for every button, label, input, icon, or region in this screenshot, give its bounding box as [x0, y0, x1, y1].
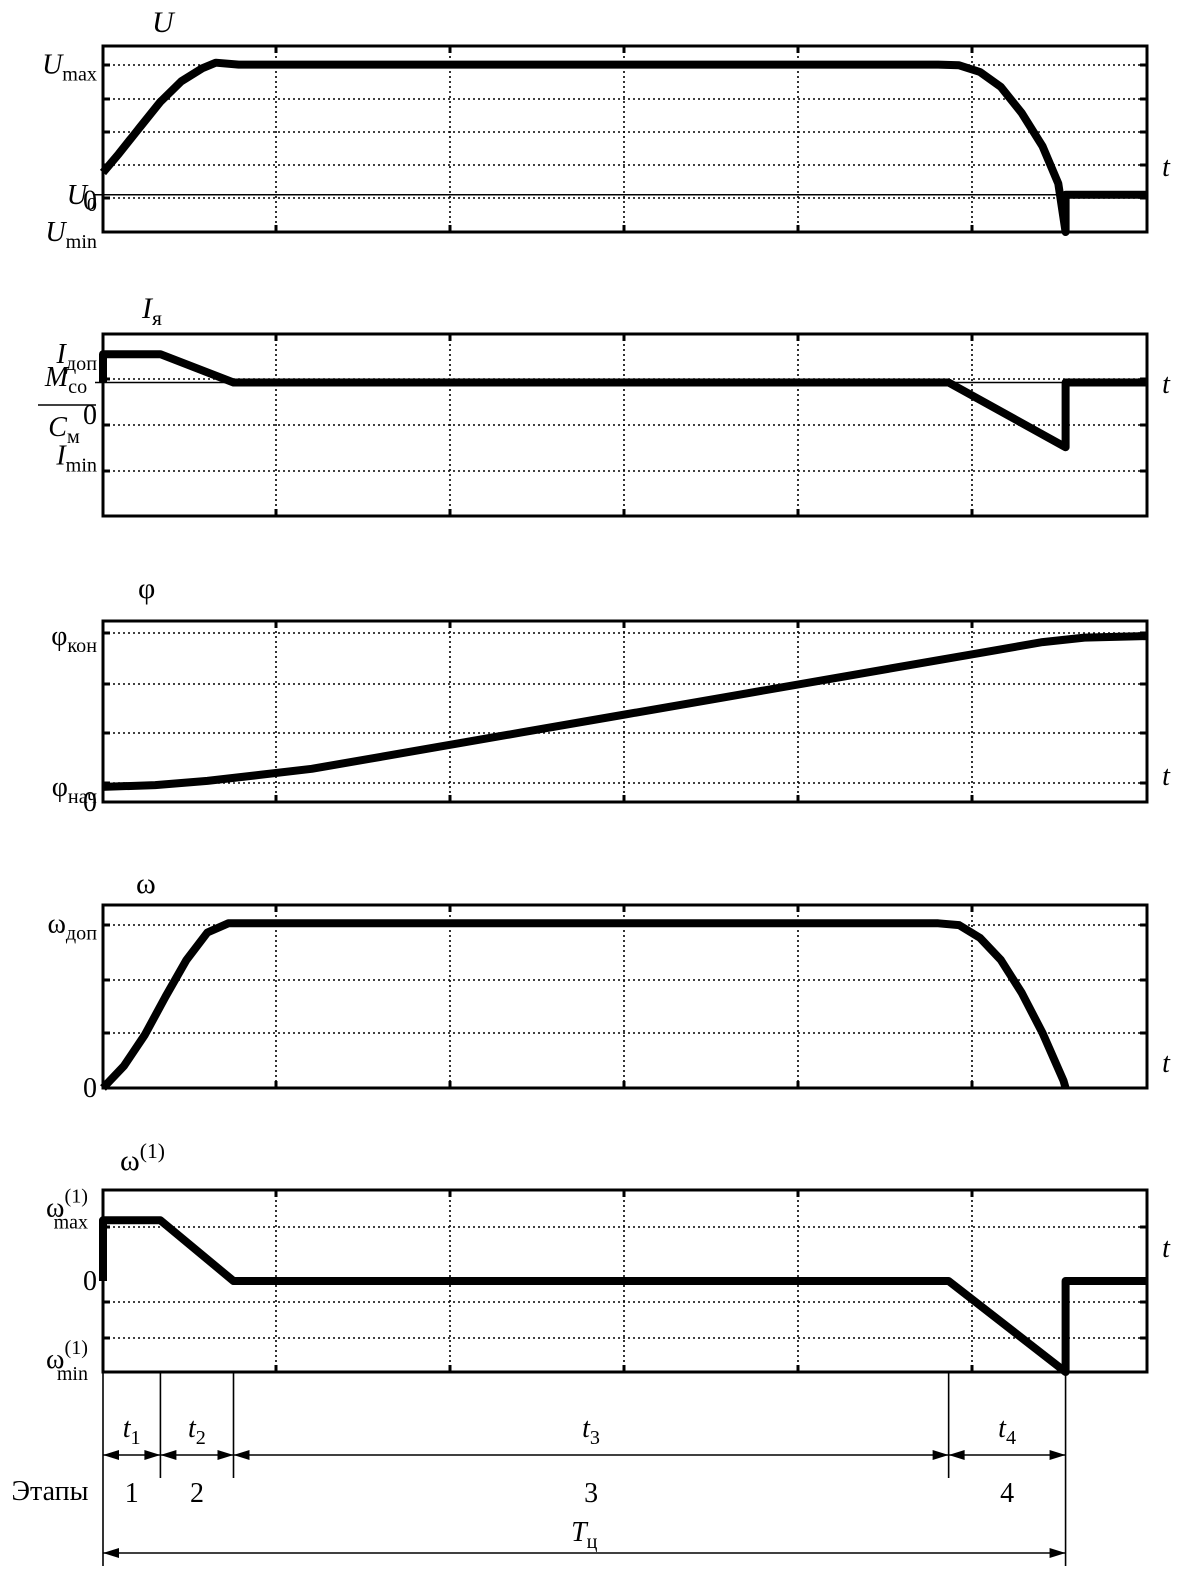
- stage-interval-3: t3 3: [233, 1413, 949, 1509]
- arrow-head: [103, 1450, 119, 1460]
- arrow-head: [144, 1450, 161, 1460]
- panel-title: ω(1): [120, 1139, 165, 1177]
- plot-frame: [101, 619, 1149, 804]
- panel-acceleration: ω(1) t ω(1) max 0 ω(1) min: [46, 1139, 1171, 1385]
- panel-current: Iя t Iдоп 0 Imin Mсо Cм: [38, 292, 1171, 518]
- stage-number: 4: [1000, 1478, 1014, 1509]
- series-curve-angle: [102, 632, 1148, 791]
- x-axis-label: t: [1162, 369, 1171, 400]
- y-fraction-denominator: Cм: [48, 412, 80, 448]
- stage-number: 2: [190, 1478, 204, 1509]
- y-axis-label: φнач: [52, 772, 97, 808]
- y-axis-label: Umin: [45, 217, 97, 253]
- y-axis-label: Iдоп: [56, 339, 98, 375]
- interval-duration-label: t1: [123, 1413, 141, 1449]
- interval-duration-label: t4: [998, 1413, 1016, 1449]
- stages-layer: t1 1 t2 2 t3 3 t4 4 Tц Этапы: [12, 1372, 1067, 1566]
- arrow-head: [1049, 1450, 1066, 1460]
- stage-interval-2: t2 2: [160, 1413, 234, 1509]
- arrow-head: [1049, 1548, 1066, 1558]
- panel-speed: ω t ωдоп 0: [47, 867, 1171, 1104]
- plot-frame: [101, 44, 1149, 234]
- series-curve-current: [99, 350, 1147, 452]
- arrow-head: [948, 1450, 965, 1460]
- plot-frame: [101, 903, 1149, 1090]
- series-curve-speed: [100, 919, 1070, 1091]
- x-axis-label: t: [1162, 761, 1171, 792]
- y-axis-label: U0: [67, 180, 97, 216]
- x-axis-label: t: [1162, 1233, 1171, 1264]
- stage-interval-1: t1 1: [103, 1413, 161, 1509]
- arrow-head: [233, 1450, 250, 1460]
- y-axis-label: 0: [83, 400, 97, 431]
- interval-duration-label: t3: [582, 1413, 600, 1449]
- stages-row-label: Этапы: [12, 1476, 89, 1507]
- y-axis-label: Imin: [55, 440, 97, 476]
- stage-number: 1: [125, 1478, 139, 1509]
- x-axis-label: t: [1162, 1048, 1171, 1079]
- y-axis-label: ωдоп: [47, 908, 97, 944]
- y-axis-label: 0: [83, 787, 97, 818]
- cycle-dimension: Tц: [103, 1517, 1066, 1558]
- y-fraction-numerator: Mсо: [44, 362, 87, 398]
- arrow-head: [103, 1548, 119, 1558]
- stage-interval-4: t4 4: [948, 1413, 1066, 1509]
- panel-title: φ: [138, 572, 155, 605]
- panel-title: U: [152, 6, 176, 39]
- y-axis-label: Umax: [42, 50, 97, 86]
- x-axis-label: t: [1162, 152, 1171, 183]
- arrow-head: [160, 1450, 177, 1460]
- series-curve-acceleration: [99, 1216, 1147, 1376]
- y-axis-label: 0: [83, 1073, 97, 1104]
- arrow-head: [217, 1450, 234, 1460]
- arrow-head: [932, 1450, 949, 1460]
- series-curve-voltage: [99, 58, 1147, 236]
- y-axis-label: 0: [83, 185, 97, 216]
- y-axis-label: 0: [83, 1266, 97, 1297]
- y-axis-label: ω(1) min: [46, 1337, 88, 1385]
- y-axis-label: φкон: [51, 621, 97, 657]
- panel-title: Iя: [141, 292, 162, 330]
- y-axis-label: ω(1) max: [46, 1185, 88, 1233]
- panels-layer: UtUmaxU00UminIяtIдоп0IminMсоCмφtφконφнач…: [38, 6, 1171, 1385]
- interval-duration-label: t2: [188, 1413, 206, 1449]
- stage-number: 3: [584, 1478, 598, 1509]
- cycle-label: Tц: [571, 1517, 598, 1553]
- plot-frame: [101, 332, 1149, 518]
- panel-title: ω: [136, 867, 156, 900]
